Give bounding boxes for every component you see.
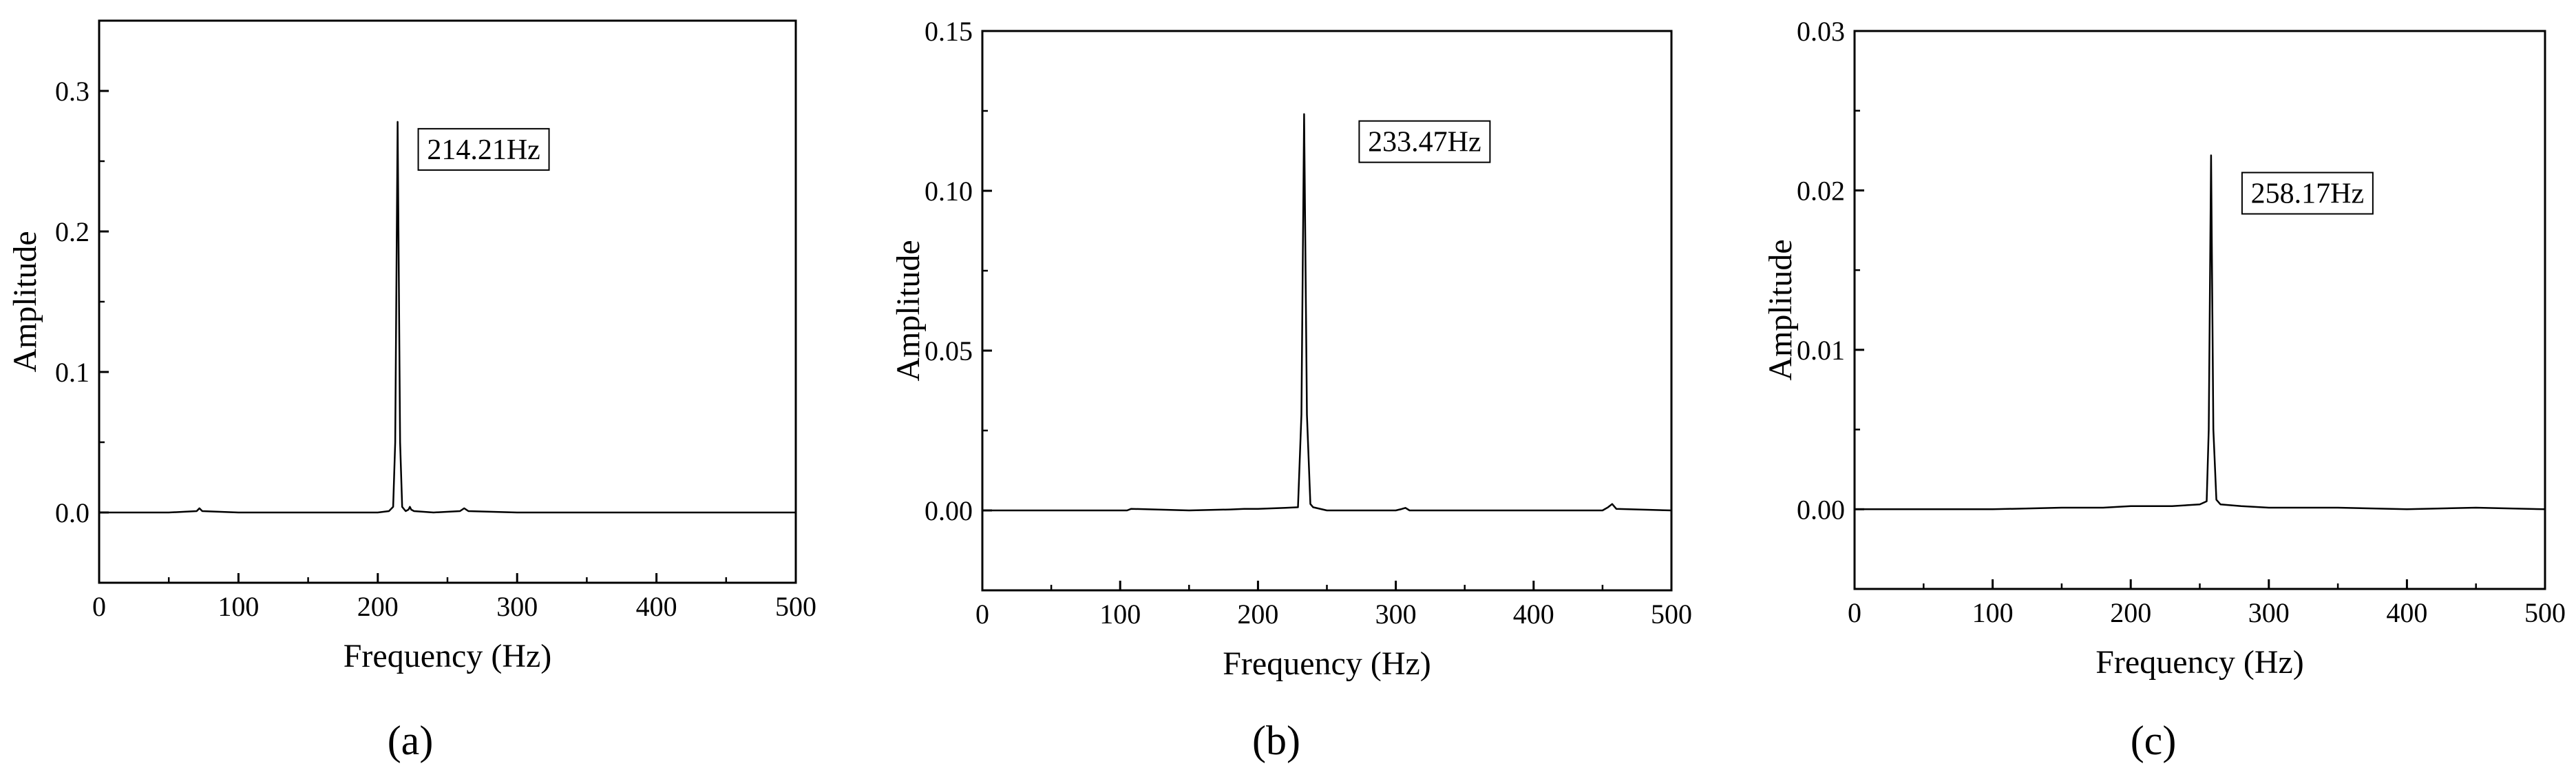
x-tick-label: 100 bbox=[1099, 599, 1141, 630]
y-tick-label: 0.10 bbox=[925, 176, 973, 207]
y-tick-label: 0.2 bbox=[55, 216, 89, 247]
x-tick-label: 500 bbox=[1651, 599, 1692, 630]
panel-label: (b) bbox=[1252, 718, 1300, 763]
panel-label: (a) bbox=[388, 718, 434, 763]
plot-frame bbox=[98, 19, 797, 584]
x-tick-label: 500 bbox=[2524, 597, 2566, 628]
y-tick-label: 0.02 bbox=[1797, 175, 1845, 206]
y-tick-label: 0.00 bbox=[1797, 494, 1845, 525]
x-tick-label: 100 bbox=[1972, 597, 2014, 628]
y-tick-label: 0.1 bbox=[55, 357, 89, 388]
x-tick-label: 0 bbox=[975, 599, 989, 630]
x-tick-label: 300 bbox=[1375, 599, 1417, 630]
x-tick-label: 200 bbox=[1237, 599, 1278, 630]
y-axis-label: Amplitude bbox=[1762, 239, 1799, 380]
plot-frame bbox=[981, 30, 1673, 592]
x-axis-label: Frequency (Hz) bbox=[344, 638, 552, 674]
annotation-text: 258.17Hz bbox=[2251, 178, 2364, 210]
chart-panel-2: 0 100 200 300 400 500 0.00 0.05 0.10 0.15 Frequenc… bbox=[890, 16, 1692, 763]
x-tick-label: 400 bbox=[1513, 599, 1554, 630]
x-tick-label: 300 bbox=[2248, 597, 2290, 628]
y-tick-label: 0.03 bbox=[1797, 16, 1845, 47]
x-tick-label: 0 bbox=[1848, 597, 1861, 628]
spectrum-line bbox=[1855, 154, 2546, 510]
x-tick-label: 500 bbox=[775, 591, 816, 622]
y-tick-label: 0.0 bbox=[55, 497, 89, 528]
x-axis-label: Frequency (Hz) bbox=[1223, 645, 1431, 682]
peak-annotation: 258.17Hz bbox=[2241, 172, 2374, 215]
x-tick-label: 200 bbox=[357, 591, 399, 622]
annotation-box bbox=[2241, 172, 2374, 215]
annotation-text: 214.21Hz bbox=[427, 134, 540, 166]
peak-annotation: 214.21Hz bbox=[417, 127, 550, 171]
x-tick-label: 400 bbox=[636, 591, 677, 622]
annotation-box bbox=[1358, 120, 1491, 163]
spectrum-line bbox=[99, 121, 796, 514]
x-tick-label: 400 bbox=[2386, 597, 2427, 628]
y-tick-label: 0.05 bbox=[925, 335, 973, 366]
annotation-text: 233.47Hz bbox=[1368, 127, 1481, 158]
x-axis-label: Frequency (Hz) bbox=[2095, 644, 2304, 681]
x-tick-label: 0 bbox=[92, 591, 106, 622]
peak-annotation: 233.47Hz bbox=[1358, 120, 1491, 163]
chart-panel-1: 0 100 200 300 400 500 0.0 0.1 0.2 0.3 Frequency (H… bbox=[7, 19, 816, 763]
spectrum-line bbox=[982, 113, 1672, 512]
chart-panel-3: 0 100 200 300 400 500 0.00 0.01 0.02 0.03 Frequenc… bbox=[1762, 16, 2566, 763]
y-tick-label: 0.3 bbox=[55, 76, 89, 107]
y-axis-label: Amplitude bbox=[7, 231, 43, 372]
annotation-box bbox=[417, 127, 550, 171]
panel-label: (c) bbox=[2131, 718, 2177, 763]
y-axis-label: Amplitude bbox=[890, 240, 927, 381]
y-tick-label: 0.15 bbox=[925, 16, 973, 47]
y-tick-label: 0.01 bbox=[1797, 335, 1845, 366]
x-tick-label: 100 bbox=[218, 591, 259, 622]
x-tick-label: 300 bbox=[496, 591, 538, 622]
y-tick-label: 0.00 bbox=[925, 495, 973, 526]
x-tick-label: 200 bbox=[2110, 597, 2151, 628]
